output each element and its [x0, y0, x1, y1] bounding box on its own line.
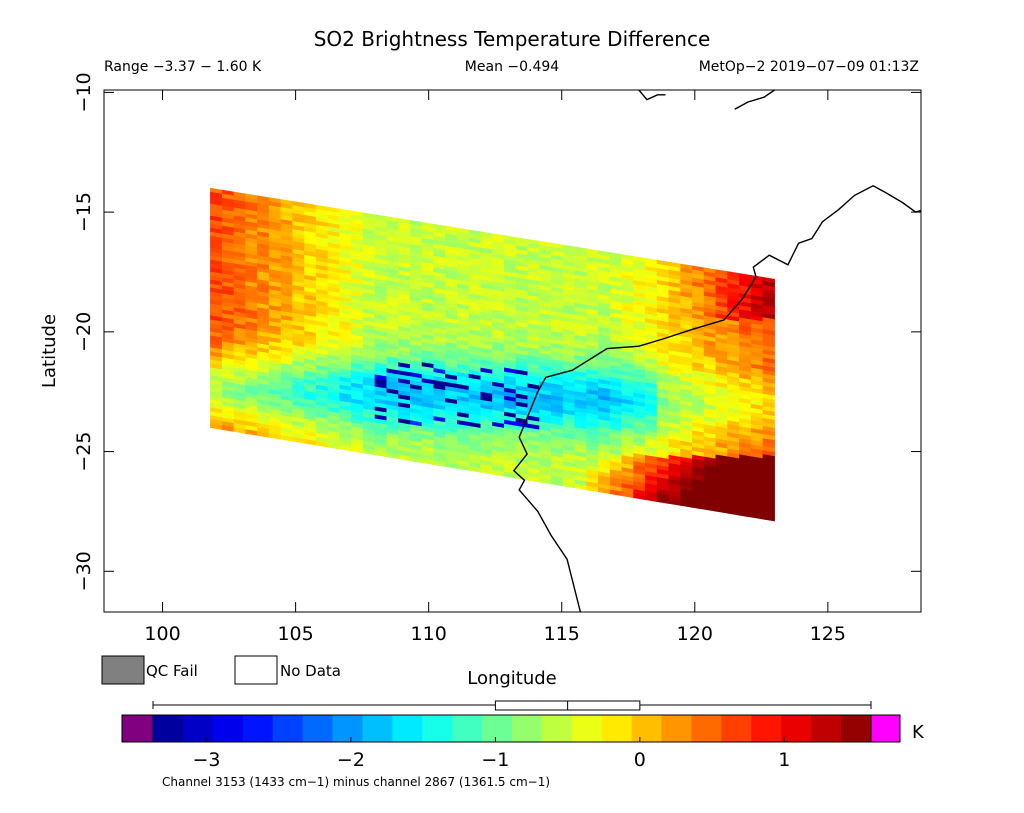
colorbar-overflow [870, 714, 901, 743]
mean-text: Mean −0.494 [465, 59, 559, 75]
colorbar-segment [781, 715, 812, 742]
legend-no-data: No Data [234, 655, 341, 685]
coastline-timor [734, 90, 775, 110]
colorbar-tick-label: −2 [337, 749, 365, 771]
y-tick-label: −20 [73, 312, 95, 352]
colorbar-segment [153, 715, 184, 742]
x-tick-label: 125 [810, 623, 846, 645]
legend-qc-fail-swatch [101, 655, 145, 685]
x-tick-label: 105 [277, 623, 313, 645]
coastline-sumbawa [638, 90, 666, 101]
swath-heatmap [210, 187, 775, 522]
colorbar-tick-label: −3 [192, 749, 220, 771]
colorbar-segment [721, 715, 752, 742]
colorbar-segment [512, 715, 543, 742]
legend-qc-fail: QC Fail [101, 655, 198, 685]
colorbar-segment [631, 715, 663, 742]
range-text: Range −3.37 − 1.60 K [104, 59, 262, 75]
colorbar-segment [661, 715, 692, 742]
colorbar-segment [541, 715, 573, 742]
y-tick-label: −10 [73, 72, 95, 112]
legend-qc-fail-label: QC Fail [146, 662, 198, 680]
legend-no-data-label: No Data [280, 662, 341, 680]
y-tick-label: −25 [73, 432, 95, 472]
x-tick-label: 110 [411, 623, 447, 645]
colorbar-segment [302, 715, 333, 742]
x-tick-label: 100 [144, 623, 180, 645]
y-axis-label: Latitude [39, 314, 60, 388]
colorbar: −3 −2 −1 0 1 [121, 714, 901, 771]
chart-title: SO2 Brightness Temperature Difference [314, 27, 711, 51]
colorbar-segment [811, 715, 842, 742]
colorbar-tick-label: 1 [778, 749, 790, 771]
colorbar-segment [601, 715, 633, 742]
colorbar-segment [482, 715, 513, 742]
x-axis-label: Longitude [467, 668, 557, 689]
colorbar-segment [422, 715, 453, 742]
colorbar-segment [212, 715, 244, 742]
colorbar-underflow [121, 714, 154, 743]
colorbar-segment [841, 715, 872, 742]
colorbar-segment [452, 715, 483, 742]
colorbar-segment [571, 715, 603, 742]
colorbar-segment [392, 715, 423, 742]
colorbar-unit: K [912, 722, 925, 743]
colorbar-segment [691, 715, 722, 742]
channel-footer: Channel 3153 (1433 cm−1) minus channel 2… [162, 775, 550, 789]
x-tick-label: 115 [544, 623, 580, 645]
colorbar-tick-label: 0 [634, 749, 646, 771]
satellite-time-text: MetOp−2 2019−07−09 01:13Z [699, 59, 919, 75]
colorbar-boxplot [152, 700, 872, 711]
colorbar-tick-label: −1 [481, 749, 509, 771]
colorbar-segment [362, 715, 393, 742]
colorbar-segment [242, 715, 274, 742]
y-tick-label: −30 [73, 551, 95, 591]
legend-no-data-swatch [234, 655, 278, 685]
colorbar-segment [182, 715, 214, 742]
x-tick-label: 120 [677, 623, 713, 645]
colorbar-segment [332, 715, 363, 742]
colorbar-segment [751, 715, 782, 742]
y-tick-label: −15 [73, 192, 95, 232]
colorbar-segment [272, 715, 304, 742]
